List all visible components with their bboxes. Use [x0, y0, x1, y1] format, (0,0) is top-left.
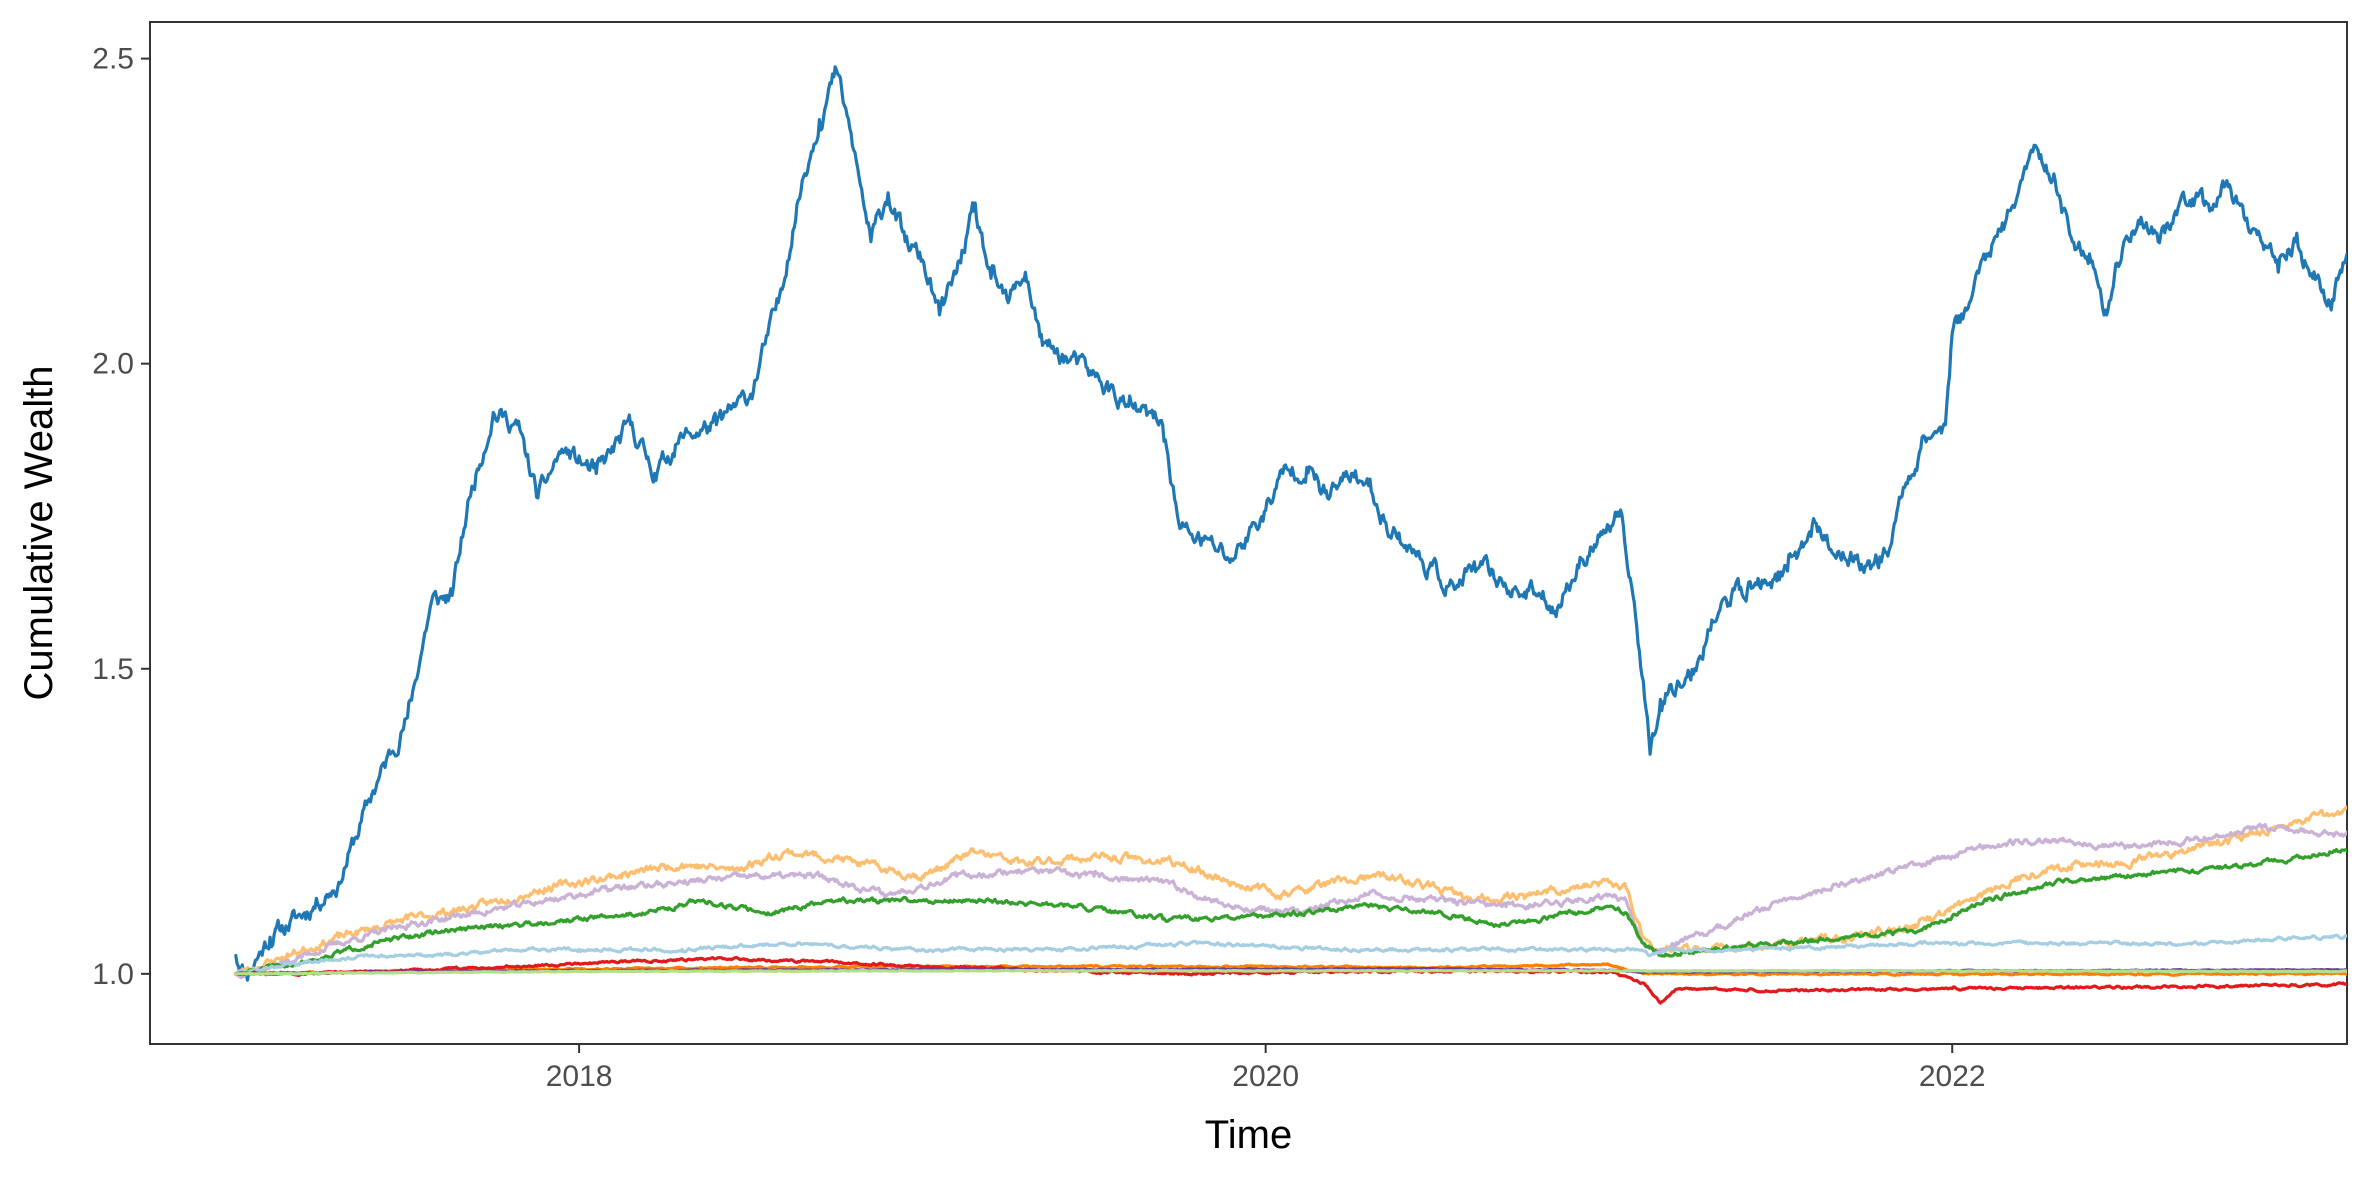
- y-tick-label: 2.0: [92, 348, 134, 381]
- series-line-1: [234, 65, 2347, 982]
- x-tick-label: 2022: [1919, 1060, 1986, 1093]
- y-axis: 1.0 1.5 2.0 2.5: [92, 43, 150, 991]
- series-line-2: [234, 805, 2347, 977]
- y-tick-label: 1.0: [92, 958, 134, 991]
- y-tick-label: 2.5: [92, 43, 134, 76]
- x-tick-label: 2018: [546, 1060, 613, 1093]
- series-line-5: [234, 933, 2347, 976]
- y-tick-label: 1.5: [92, 653, 134, 686]
- x-axis-title: Time: [1205, 1113, 1292, 1157]
- x-axis: 2018 2020 2022: [546, 1044, 1986, 1093]
- series-lines: [234, 65, 2347, 1005]
- x-tick-label: 2020: [1232, 1060, 1299, 1093]
- series-line-4: [234, 847, 2347, 976]
- plot-panel-border: [149, 21, 2348, 1045]
- series-line-3: [234, 822, 2347, 980]
- y-axis-title: Cumulative Wealth: [17, 366, 61, 701]
- series-line-9: [234, 968, 2347, 976]
